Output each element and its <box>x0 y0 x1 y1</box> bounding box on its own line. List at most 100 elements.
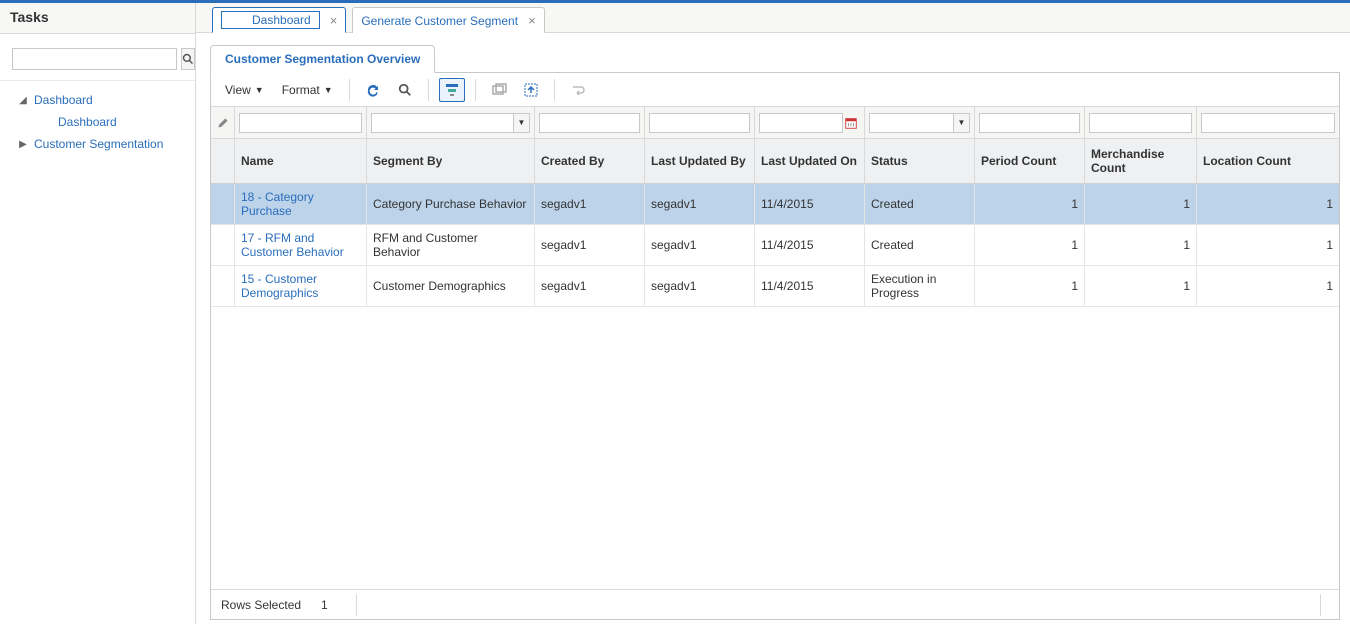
refresh-button[interactable] <box>360 78 386 102</box>
tab-label: Generate Customer Segment <box>361 14 518 28</box>
tree-label: Customer Segmentation <box>34 137 163 151</box>
rows-selected-label: Rows Selected <box>221 598 301 612</box>
filter-cell-edit <box>211 107 235 138</box>
cell-updatedby: segadv1 <box>645 266 755 306</box>
caret-right-icon: ▶ <box>18 139 28 149</box>
cell-name[interactable]: 17 - RFM and Customer Behavior <box>235 225 367 265</box>
rows-selected-count: 1 <box>321 598 328 612</box>
menu-format[interactable]: Format ▼ <box>274 79 341 101</box>
filter-input-createdby[interactable] <box>539 113 640 133</box>
panel: View ▼ Format ▼ <box>210 72 1340 620</box>
filter-cell-loc <box>1197 107 1339 138</box>
caret-down-icon: ▼ <box>324 85 333 95</box>
header-cell-loc[interactable]: Location Count <box>1197 139 1339 183</box>
header-cell-updatedon[interactable]: Last Updated On <box>755 139 865 183</box>
tab-dashboard[interactable]: Dashboard × <box>212 7 346 33</box>
filter-input-period[interactable] <box>979 113 1080 133</box>
cell-createdby: segadv1 <box>535 225 645 265</box>
wrap-button[interactable] <box>565 78 591 102</box>
sidebar-tree: ◢ Dashboard Dashboard ▶ Customer Segment… <box>0 81 195 155</box>
filter-input-status[interactable] <box>869 113 954 133</box>
sidebar: Tasks ◢ Dashboard Dashboard ▶ Customer S… <box>0 3 196 624</box>
header-cell-period[interactable]: Period Count <box>975 139 1085 183</box>
footer-separator <box>1320 594 1321 616</box>
table-body: 18 - Category Purchase Category Purchase… <box>211 184 1339 589</box>
filter-input-segment[interactable] <box>371 113 514 133</box>
filter-input-updatedby[interactable] <box>649 113 750 133</box>
caret-down-icon: ◢ <box>18 95 28 105</box>
tree-item-customer-segmentation[interactable]: ▶ Customer Segmentation <box>4 133 195 155</box>
sidebar-search <box>0 34 195 81</box>
cell-updatedon: 11/4/2015 <box>755 184 865 224</box>
filter-cell-segment: ▼ <box>367 107 535 138</box>
caret-down-icon: ▼ <box>255 85 264 95</box>
tree-item-dashboard-child[interactable]: Dashboard <box>4 111 195 133</box>
table-header: Name Segment By Created By Last Updated … <box>211 139 1339 184</box>
cell-status: Created <box>865 184 975 224</box>
header-cell-edit <box>211 139 235 183</box>
menu-label: Format <box>282 83 320 97</box>
cell-updatedon: 11/4/2015 <box>755 266 865 306</box>
main-area: Dashboard × Generate Customer Segment × … <box>196 3 1350 624</box>
filter-dropdown-status[interactable]: ▼ <box>954 113 970 133</box>
toolbar-separator <box>475 79 476 101</box>
cell-name[interactable]: 15 - Customer Demographics <box>235 266 367 306</box>
content-area: Customer Segmentation Overview View ▼ Fo… <box>196 33 1350 624</box>
tab-generate-customer-segment[interactable]: Generate Customer Segment × <box>352 7 544 33</box>
search-button[interactable] <box>392 78 418 102</box>
cell-createdby: segadv1 <box>535 184 645 224</box>
filter-input-name[interactable] <box>239 113 362 133</box>
close-icon[interactable]: × <box>528 13 536 28</box>
table-footer: Rows Selected 1 <box>211 589 1339 619</box>
filter-row: ▼ ▼ <box>211 107 1339 139</box>
cell-name[interactable]: 18 - Category Purchase <box>235 184 367 224</box>
filter-toggle-button[interactable] <box>439 78 465 102</box>
filter-cell-status: ▼ <box>865 107 975 138</box>
filter-input-updatedon[interactable] <box>759 113 843 133</box>
header-cell-status[interactable]: Status <box>865 139 975 183</box>
tree-label: Dashboard <box>34 93 93 107</box>
date-picker-icon[interactable] <box>842 113 860 133</box>
table-row[interactable]: 18 - Category Purchase Category Purchase… <box>211 184 1339 225</box>
cell-period: 1 <box>975 266 1085 306</box>
subtab-overview[interactable]: Customer Segmentation Overview <box>210 45 435 73</box>
filter-cell-merch <box>1085 107 1197 138</box>
filter-cell-updatedby <box>645 107 755 138</box>
sidebar-title: Tasks <box>0 3 195 34</box>
cell-merch: 1 <box>1085 225 1197 265</box>
header-cell-segment[interactable]: Segment By <box>367 139 535 183</box>
detach-icon <box>491 82 507 98</box>
table-row[interactable]: 15 - Customer Demographics Customer Demo… <box>211 266 1339 307</box>
sidebar-search-input[interactable] <box>12 48 177 70</box>
detach-button[interactable] <box>486 78 512 102</box>
cell-segment: Category Purchase Behavior <box>367 184 535 224</box>
header-cell-createdby[interactable]: Created By <box>535 139 645 183</box>
cell-merch: 1 <box>1085 184 1197 224</box>
cell-status: Created <box>865 225 975 265</box>
cell-edit <box>211 266 235 306</box>
filter-cell-createdby <box>535 107 645 138</box>
filter-dropdown-segment[interactable]: ▼ <box>514 113 530 133</box>
app-root: Tasks ◢ Dashboard Dashboard ▶ Customer S… <box>0 0 1350 624</box>
close-icon[interactable]: × <box>330 13 338 28</box>
toolbar-separator <box>554 79 555 101</box>
cell-edit <box>211 225 235 265</box>
filter-input-merch[interactable] <box>1089 113 1192 133</box>
filter-cell-name <box>235 107 367 138</box>
refresh-icon <box>365 82 381 98</box>
toolbar: View ▼ Format ▼ <box>211 73 1339 107</box>
sidebar-search-button[interactable] <box>181 48 195 70</box>
header-cell-merch[interactable]: Merchandise Count <box>1085 139 1197 183</box>
menu-view[interactable]: View ▼ <box>217 79 272 101</box>
header-cell-updatedby[interactable]: Last Updated By <box>645 139 755 183</box>
filter-input-loc[interactable] <box>1201 113 1335 133</box>
table-row[interactable]: 17 - RFM and Customer Behavior RFM and C… <box>211 225 1339 266</box>
cell-loc: 1 <box>1197 225 1339 265</box>
tree-item-dashboard[interactable]: ◢ Dashboard <box>4 89 195 111</box>
export-button[interactable] <box>518 78 544 102</box>
menu-label: View <box>225 83 251 97</box>
tree-label: Dashboard <box>58 115 117 129</box>
header-cell-name[interactable]: Name <box>235 139 367 183</box>
cell-updatedon: 11/4/2015 <box>755 225 865 265</box>
cell-merch: 1 <box>1085 266 1197 306</box>
